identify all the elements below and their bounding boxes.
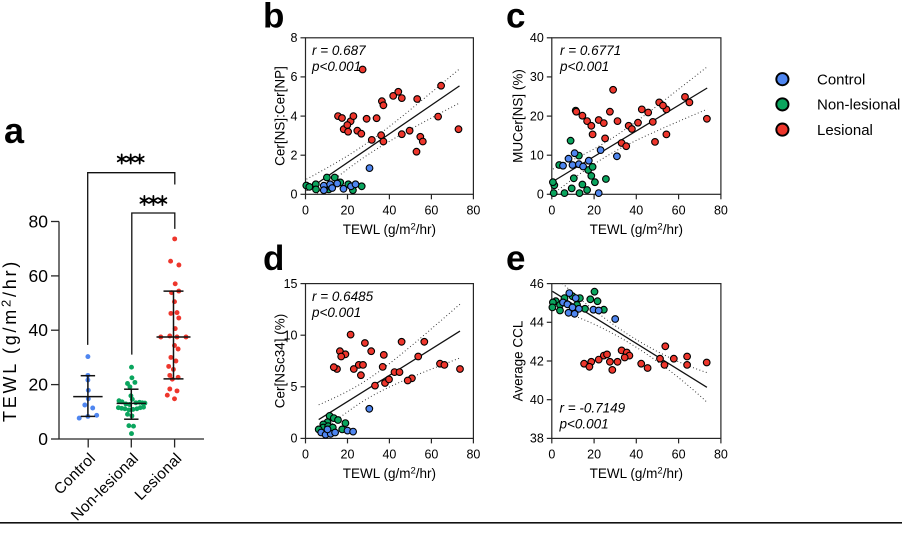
svg-text:60: 60: [672, 203, 686, 217]
svg-text:20: 20: [587, 447, 601, 461]
svg-text:80: 80: [466, 203, 480, 217]
svg-text:10: 10: [284, 329, 298, 343]
svg-text:Cer[NSc34] (%): Cer[NSc34] (%): [273, 314, 288, 409]
svg-text:5: 5: [291, 380, 298, 394]
svg-text:Non-lesional: Non-lesional: [817, 97, 900, 114]
svg-text:10: 10: [530, 149, 544, 163]
svg-text:40: 40: [530, 393, 544, 407]
svg-text:r = -0.7149: r = -0.7149: [560, 401, 626, 416]
svg-text:c: c: [506, 0, 525, 36]
svg-text:40: 40: [29, 320, 49, 340]
svg-text:80: 80: [29, 212, 49, 232]
svg-text:38: 38: [530, 432, 544, 446]
svg-text:a: a: [4, 110, 25, 151]
svg-text:r = 0.687: r = 0.687: [312, 43, 366, 58]
svg-text:40: 40: [629, 447, 643, 461]
svg-text:40: 40: [629, 203, 643, 217]
svg-text:TEWL (g/m2/hr): TEWL (g/m2/hr): [343, 221, 436, 237]
svg-text:Lesional: Lesional: [817, 122, 873, 139]
svg-text:20: 20: [587, 203, 601, 217]
svg-text:80: 80: [714, 203, 728, 217]
svg-text:20: 20: [530, 109, 544, 123]
svg-text:MUCer[NS] (%): MUCer[NS] (%): [511, 69, 526, 163]
svg-text:6: 6: [291, 70, 298, 84]
svg-text:8: 8: [291, 31, 298, 45]
svg-text:0: 0: [302, 447, 309, 461]
svg-text:80: 80: [466, 447, 480, 461]
svg-text:60: 60: [424, 447, 438, 461]
svg-text:4: 4: [291, 109, 298, 123]
svg-text:b: b: [263, 0, 284, 36]
svg-text:60: 60: [672, 447, 686, 461]
svg-text:40: 40: [530, 31, 544, 45]
svg-text:TEWL (g/m2/hr): TEWL (g/m2/hr): [343, 465, 436, 481]
svg-text:0: 0: [537, 188, 544, 202]
svg-text:Control: Control: [817, 72, 865, 89]
svg-text:TEWL (g/m2/hr): TEWL (g/m2/hr): [590, 465, 683, 481]
svg-text:p<0.001: p<0.001: [559, 59, 609, 74]
svg-text:d: d: [263, 239, 284, 278]
svg-text:Average CCL: Average CCL: [511, 320, 526, 401]
svg-text:20: 20: [341, 447, 355, 461]
svg-text:30: 30: [530, 70, 544, 84]
svg-text:40: 40: [382, 203, 396, 217]
svg-text:42: 42: [530, 354, 544, 368]
svg-text:46: 46: [530, 277, 544, 291]
svg-text:r = 0.6485: r = 0.6485: [312, 289, 374, 304]
svg-text:80: 80: [714, 447, 728, 461]
svg-text:r = 0.6771: r = 0.6771: [560, 43, 621, 58]
svg-text:44: 44: [530, 316, 544, 330]
svg-text:TEWL (g/m2/hr): TEWL (g/m2/hr): [0, 259, 20, 422]
svg-text:TEWL (g/m2/hr): TEWL (g/m2/hr): [590, 221, 683, 237]
svg-text:15: 15: [284, 277, 298, 291]
svg-text:40: 40: [382, 447, 396, 461]
svg-text:0: 0: [38, 429, 48, 449]
svg-text:2: 2: [291, 149, 298, 163]
svg-text:p<0.001: p<0.001: [559, 417, 609, 432]
svg-text:0: 0: [302, 203, 309, 217]
svg-text:0: 0: [548, 447, 555, 461]
svg-text:Cer[NS]:Cer[NP]: Cer[NS]:Cer[NP]: [273, 66, 288, 166]
svg-text:60: 60: [424, 203, 438, 217]
svg-text:20: 20: [29, 375, 49, 395]
svg-text:e: e: [506, 239, 525, 278]
svg-text:60: 60: [29, 266, 49, 286]
svg-text:20: 20: [341, 203, 355, 217]
svg-text:0: 0: [291, 432, 298, 446]
svg-text:0: 0: [548, 203, 555, 217]
svg-text:p<0.001: p<0.001: [311, 59, 361, 74]
svg-text:0: 0: [291, 188, 298, 202]
svg-text:p<0.001: p<0.001: [311, 305, 361, 320]
